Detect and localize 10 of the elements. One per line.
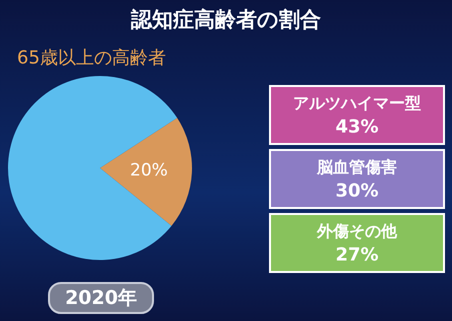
data-label: 20%: [130, 160, 168, 181]
text: 43%: [335, 116, 379, 138]
text: 2020年: [65, 287, 137, 309]
text: 30%: [335, 180, 379, 202]
chart-title: 認知症高齢者の割合: [130, 8, 321, 32]
chart-subtitle: 65歳以上の高齢者: [17, 48, 166, 68]
category-label: 脳血管傷害: [316, 158, 397, 176]
text: 27%: [335, 244, 379, 266]
category-label: アルツハイマー型: [293, 94, 421, 112]
category-label: 外傷その他: [316, 222, 398, 240]
